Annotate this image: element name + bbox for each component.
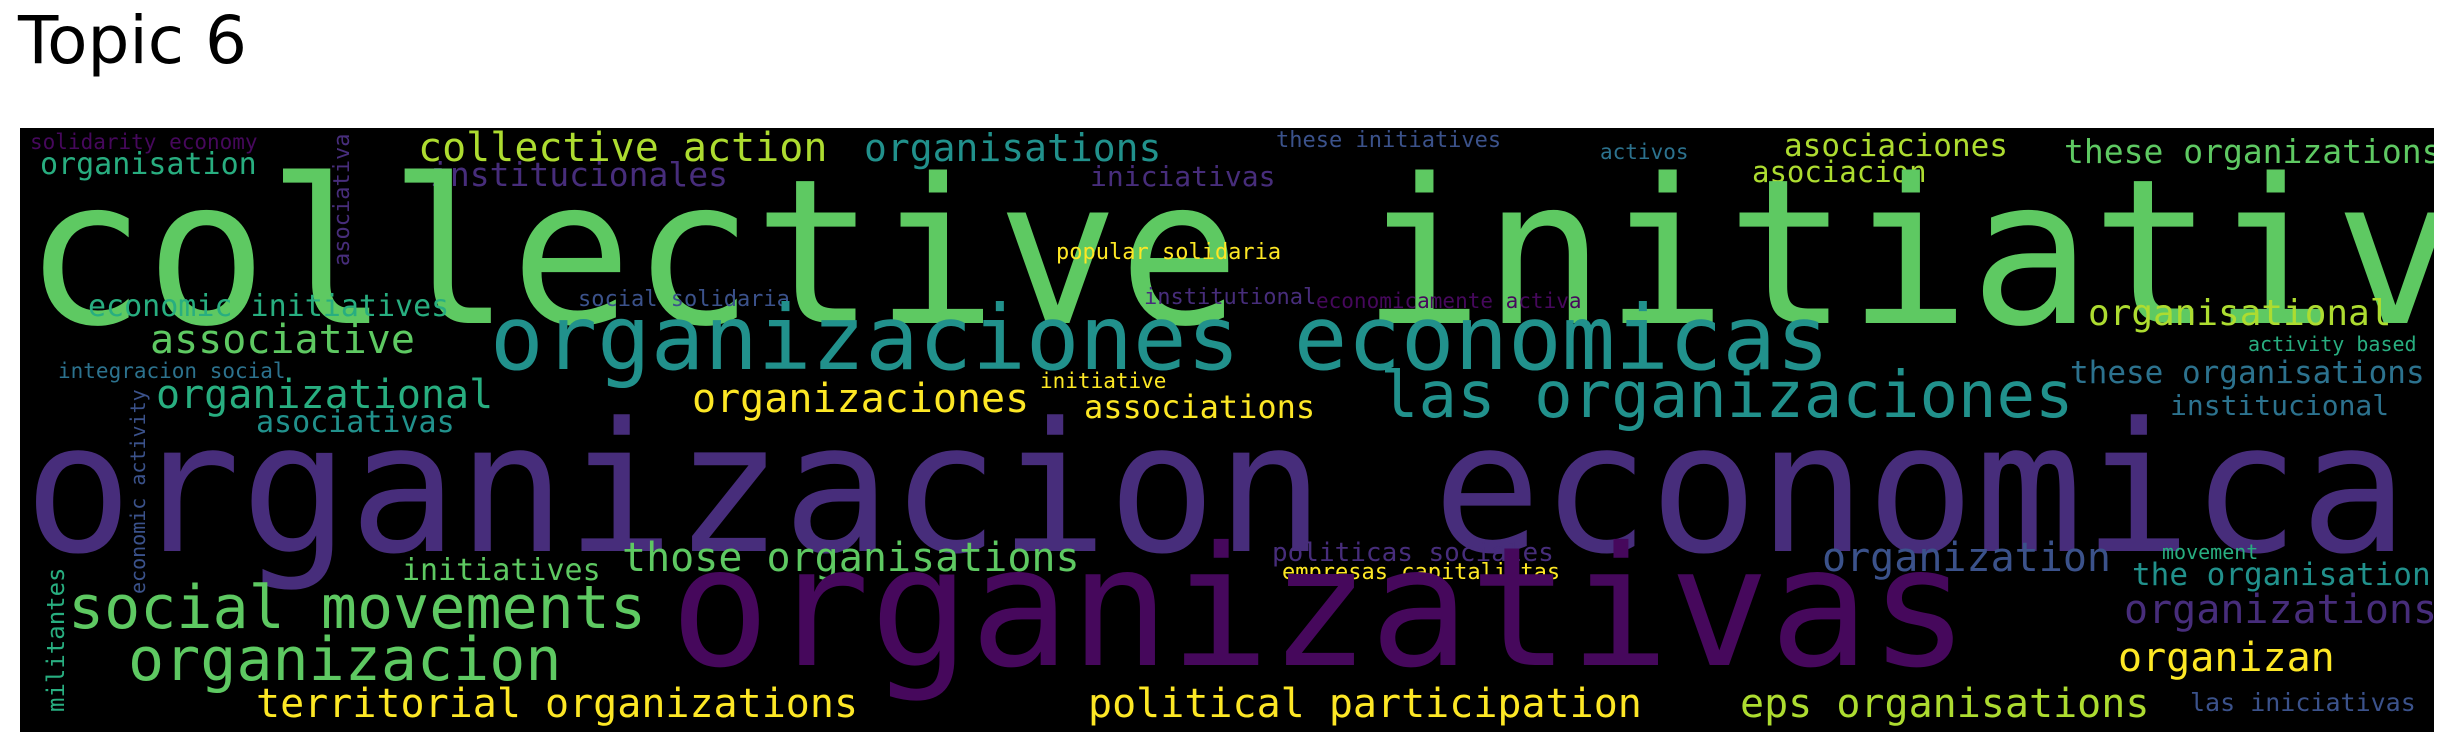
word-economic-initiatives: economic initiatives xyxy=(88,289,450,324)
word-asociaciones: asociaciones xyxy=(1784,128,2008,164)
word-collective-initiatives: collective initiatives xyxy=(24,135,2434,371)
word-organizativas: organizativas xyxy=(670,512,1970,705)
word-associations: associations xyxy=(1084,388,1316,426)
word-organizations: organizations xyxy=(2124,587,2434,633)
word-iniciativas: iniciativas xyxy=(1090,160,1276,193)
word-political-participation: political participation xyxy=(1088,681,1642,727)
word-initiative: initiative xyxy=(1040,369,1167,393)
word-social-movements: social movements xyxy=(68,573,646,643)
word-organization: organization xyxy=(1822,535,2111,581)
word-initiatives: initiatives xyxy=(402,553,601,588)
word-institucional: institucional xyxy=(2170,389,2390,422)
word-eps-organisations: eps organisations xyxy=(1740,681,2150,727)
word-movement: movement xyxy=(2162,540,2259,564)
word-the-organisation: the organisation xyxy=(2132,557,2431,593)
word-those-organisations: those organisations xyxy=(622,535,1080,581)
word-collective-action: collective action xyxy=(418,128,828,171)
word-popular-solidaria: popular solidaria xyxy=(1056,240,1282,265)
word-asociacion: asociacion xyxy=(1752,155,1927,189)
figure-title: Topic 6 xyxy=(18,2,247,79)
word-social-solidaria: social solidaria xyxy=(578,287,790,312)
word-organisation: organisation xyxy=(40,147,257,182)
word-organisations: organisations xyxy=(864,128,1162,170)
word-organizaciones: organizaciones xyxy=(692,376,1030,422)
word-institucionales: institucionales xyxy=(430,155,729,194)
word-these-initiatives: these initiatives xyxy=(1276,128,1502,153)
word-empresas-capitalistas: empresas capitalistas xyxy=(1282,560,1561,585)
word-activos: activos xyxy=(1600,140,1689,164)
word-politicas-sociales: politicas sociales xyxy=(1272,538,1554,568)
word-organizan: organizan xyxy=(2118,635,2335,681)
word-cloud: solidarity economy organisation asociati… xyxy=(20,128,2434,732)
word-solidarity-economy: solidarity economy xyxy=(30,130,258,154)
word-organizacion-economica: organizacion economica xyxy=(24,385,2409,594)
word-economicamente-activa: economicamente activa xyxy=(1316,289,1582,313)
word-integracion-social: integracion social xyxy=(58,359,286,383)
word-these-organisations: these organisations xyxy=(2070,355,2425,391)
word-organisational: organisational xyxy=(2088,293,2392,334)
word-asociativas: asociativas xyxy=(256,405,455,440)
word-territorial-organizations: territorial organizations xyxy=(256,681,859,727)
word-las-organizaciones: las organizaciones xyxy=(1380,359,2074,433)
word-organizational: organizational xyxy=(156,372,494,418)
word-associative: associative xyxy=(150,317,415,363)
word-las-iniciativas: las iniciativas xyxy=(2190,688,2416,717)
word-organizacion: organizacion xyxy=(128,625,562,695)
word-organizaciones-economicas: organizaciones economicas xyxy=(490,286,1830,390)
word-militantes: militantes xyxy=(42,567,70,713)
word-these-organizations: these organizations xyxy=(2064,132,2434,171)
word-institutional: institutional xyxy=(1144,285,1317,310)
word-activity-based: activity based xyxy=(2248,332,2417,356)
